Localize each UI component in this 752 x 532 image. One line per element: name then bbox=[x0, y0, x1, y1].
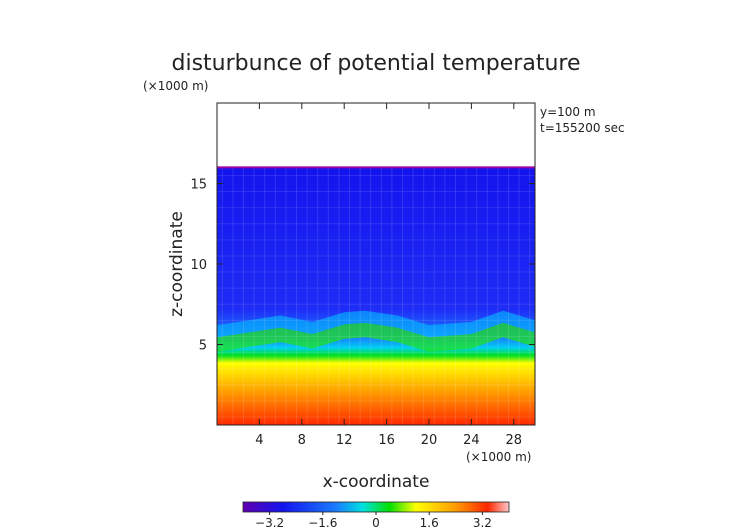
contour-grid bbox=[217, 167, 535, 425]
colorbar-ticks: −3.2 −1.6 0 1.6 3.2 bbox=[255, 512, 492, 530]
title-unit: (×1000 m) bbox=[143, 79, 208, 93]
x-axis-unit: (×1000 m) bbox=[466, 450, 531, 464]
annotation-time: t=155200 sec bbox=[540, 121, 625, 135]
y-tick-label: 15 bbox=[190, 178, 207, 193]
x-tick-label: 12 bbox=[336, 433, 353, 448]
colorbar-tick-label: 3.2 bbox=[473, 516, 492, 530]
x-ticks: 4 8 12 16 20 24 28 bbox=[255, 103, 522, 448]
chart-title: disturbunce of potential temperature bbox=[172, 51, 581, 76]
colorbar-tick-label: 0 bbox=[372, 516, 380, 530]
x-tick-label: 28 bbox=[506, 433, 523, 448]
annotation-y: y=100 m bbox=[540, 105, 596, 119]
colorbar-tick-label: 1.6 bbox=[420, 516, 439, 530]
x-axis-label: x-coordinate bbox=[323, 472, 430, 492]
y-tick-label: 10 bbox=[190, 258, 207, 273]
colorbar bbox=[242, 501, 510, 513]
plot-area bbox=[217, 103, 535, 425]
colorbar-tick-label: −3.2 bbox=[255, 516, 284, 530]
x-tick-label: 20 bbox=[421, 433, 438, 448]
x-tick-label: 24 bbox=[463, 433, 480, 448]
y-axis-label: z-coordinate bbox=[167, 211, 187, 317]
x-tick-label: 8 bbox=[298, 433, 306, 448]
y-tick-label: 5 bbox=[199, 339, 207, 354]
cyan-band bbox=[217, 310, 535, 338]
green-band bbox=[217, 322, 535, 352]
colorbar-tick-label: −1.6 bbox=[308, 516, 337, 530]
y-ticks: 5 10 15 bbox=[190, 178, 535, 354]
x-tick-label: 16 bbox=[378, 433, 395, 448]
x-tick-label: 4 bbox=[255, 433, 263, 448]
temperature-field bbox=[217, 167, 535, 425]
